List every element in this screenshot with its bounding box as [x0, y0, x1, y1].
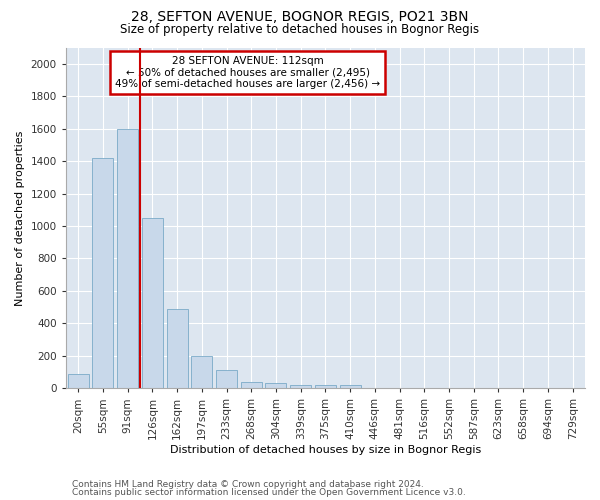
Text: Size of property relative to detached houses in Bognor Regis: Size of property relative to detached ho… [121, 22, 479, 36]
Bar [92, 158, 113, 388]
Bar [340, 385, 361, 388]
Bar [191, 356, 212, 388]
Bar [142, 218, 163, 388]
Bar [117, 128, 138, 388]
Text: Contains public sector information licensed under the Open Government Licence v3: Contains public sector information licen… [72, 488, 466, 497]
Text: 28 SEFTON AVENUE: 112sqm
← 50% of detached houses are smaller (2,495)
49% of sem: 28 SEFTON AVENUE: 112sqm ← 50% of detach… [115, 56, 380, 89]
Text: Contains HM Land Registry data © Crown copyright and database right 2024.: Contains HM Land Registry data © Crown c… [72, 480, 424, 489]
Text: 28, SEFTON AVENUE, BOGNOR REGIS, PO21 3BN: 28, SEFTON AVENUE, BOGNOR REGIS, PO21 3B… [131, 10, 469, 24]
Bar [265, 384, 286, 388]
Bar [68, 374, 89, 388]
Y-axis label: Number of detached properties: Number of detached properties [15, 130, 25, 306]
Bar [290, 385, 311, 388]
Bar [167, 309, 188, 388]
Bar [315, 385, 336, 388]
X-axis label: Distribution of detached houses by size in Bognor Regis: Distribution of detached houses by size … [170, 445, 481, 455]
Bar [216, 370, 237, 388]
Bar [241, 382, 262, 388]
